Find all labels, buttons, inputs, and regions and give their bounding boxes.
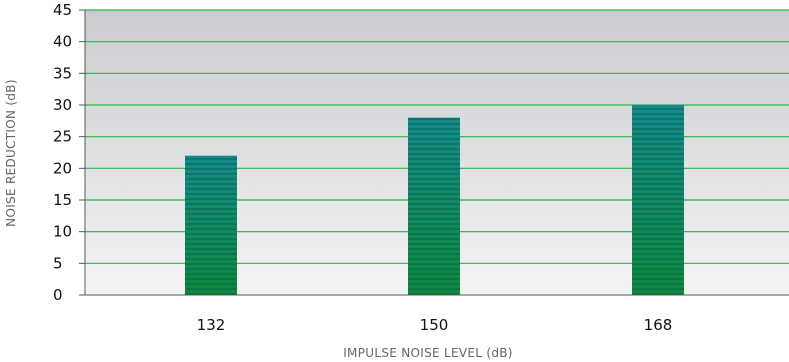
bars bbox=[185, 105, 684, 296]
axes bbox=[79, 9, 789, 296]
y-tick-label: 15 bbox=[53, 191, 72, 209]
y-tick-label: 35 bbox=[53, 64, 72, 82]
y-tick-label: 20 bbox=[53, 159, 72, 177]
x-tick-label: 132 bbox=[197, 316, 226, 334]
x-axis-title: IMPULSE NOISE LEVEL (dB) bbox=[343, 346, 513, 360]
bar-stripes bbox=[632, 105, 684, 295]
y-tick-label: 45 bbox=[53, 1, 72, 19]
y-axis-title: NOISE REDUCTION (dB) bbox=[4, 79, 18, 227]
bar-132 bbox=[185, 155, 237, 295]
bar-150 bbox=[408, 117, 460, 296]
y-tick-label: 5 bbox=[53, 254, 63, 272]
y-tick-labels: 0 5 10 15 20 25 30 35 40 45 bbox=[53, 1, 72, 304]
x-tick-label: 168 bbox=[644, 316, 673, 334]
y-tick-label: 0 bbox=[53, 286, 63, 304]
bar-stripes bbox=[185, 155, 237, 295]
bar-stripes bbox=[408, 117, 460, 296]
x-tick-labels: 132 150 168 bbox=[197, 316, 673, 334]
y-tick-label: 25 bbox=[53, 128, 72, 146]
y-tick-label: 10 bbox=[53, 223, 72, 241]
x-tick-label: 150 bbox=[420, 316, 449, 334]
bar-168 bbox=[632, 105, 684, 295]
y-tick-label: 40 bbox=[53, 33, 72, 51]
y-tick-label: 30 bbox=[53, 96, 72, 114]
